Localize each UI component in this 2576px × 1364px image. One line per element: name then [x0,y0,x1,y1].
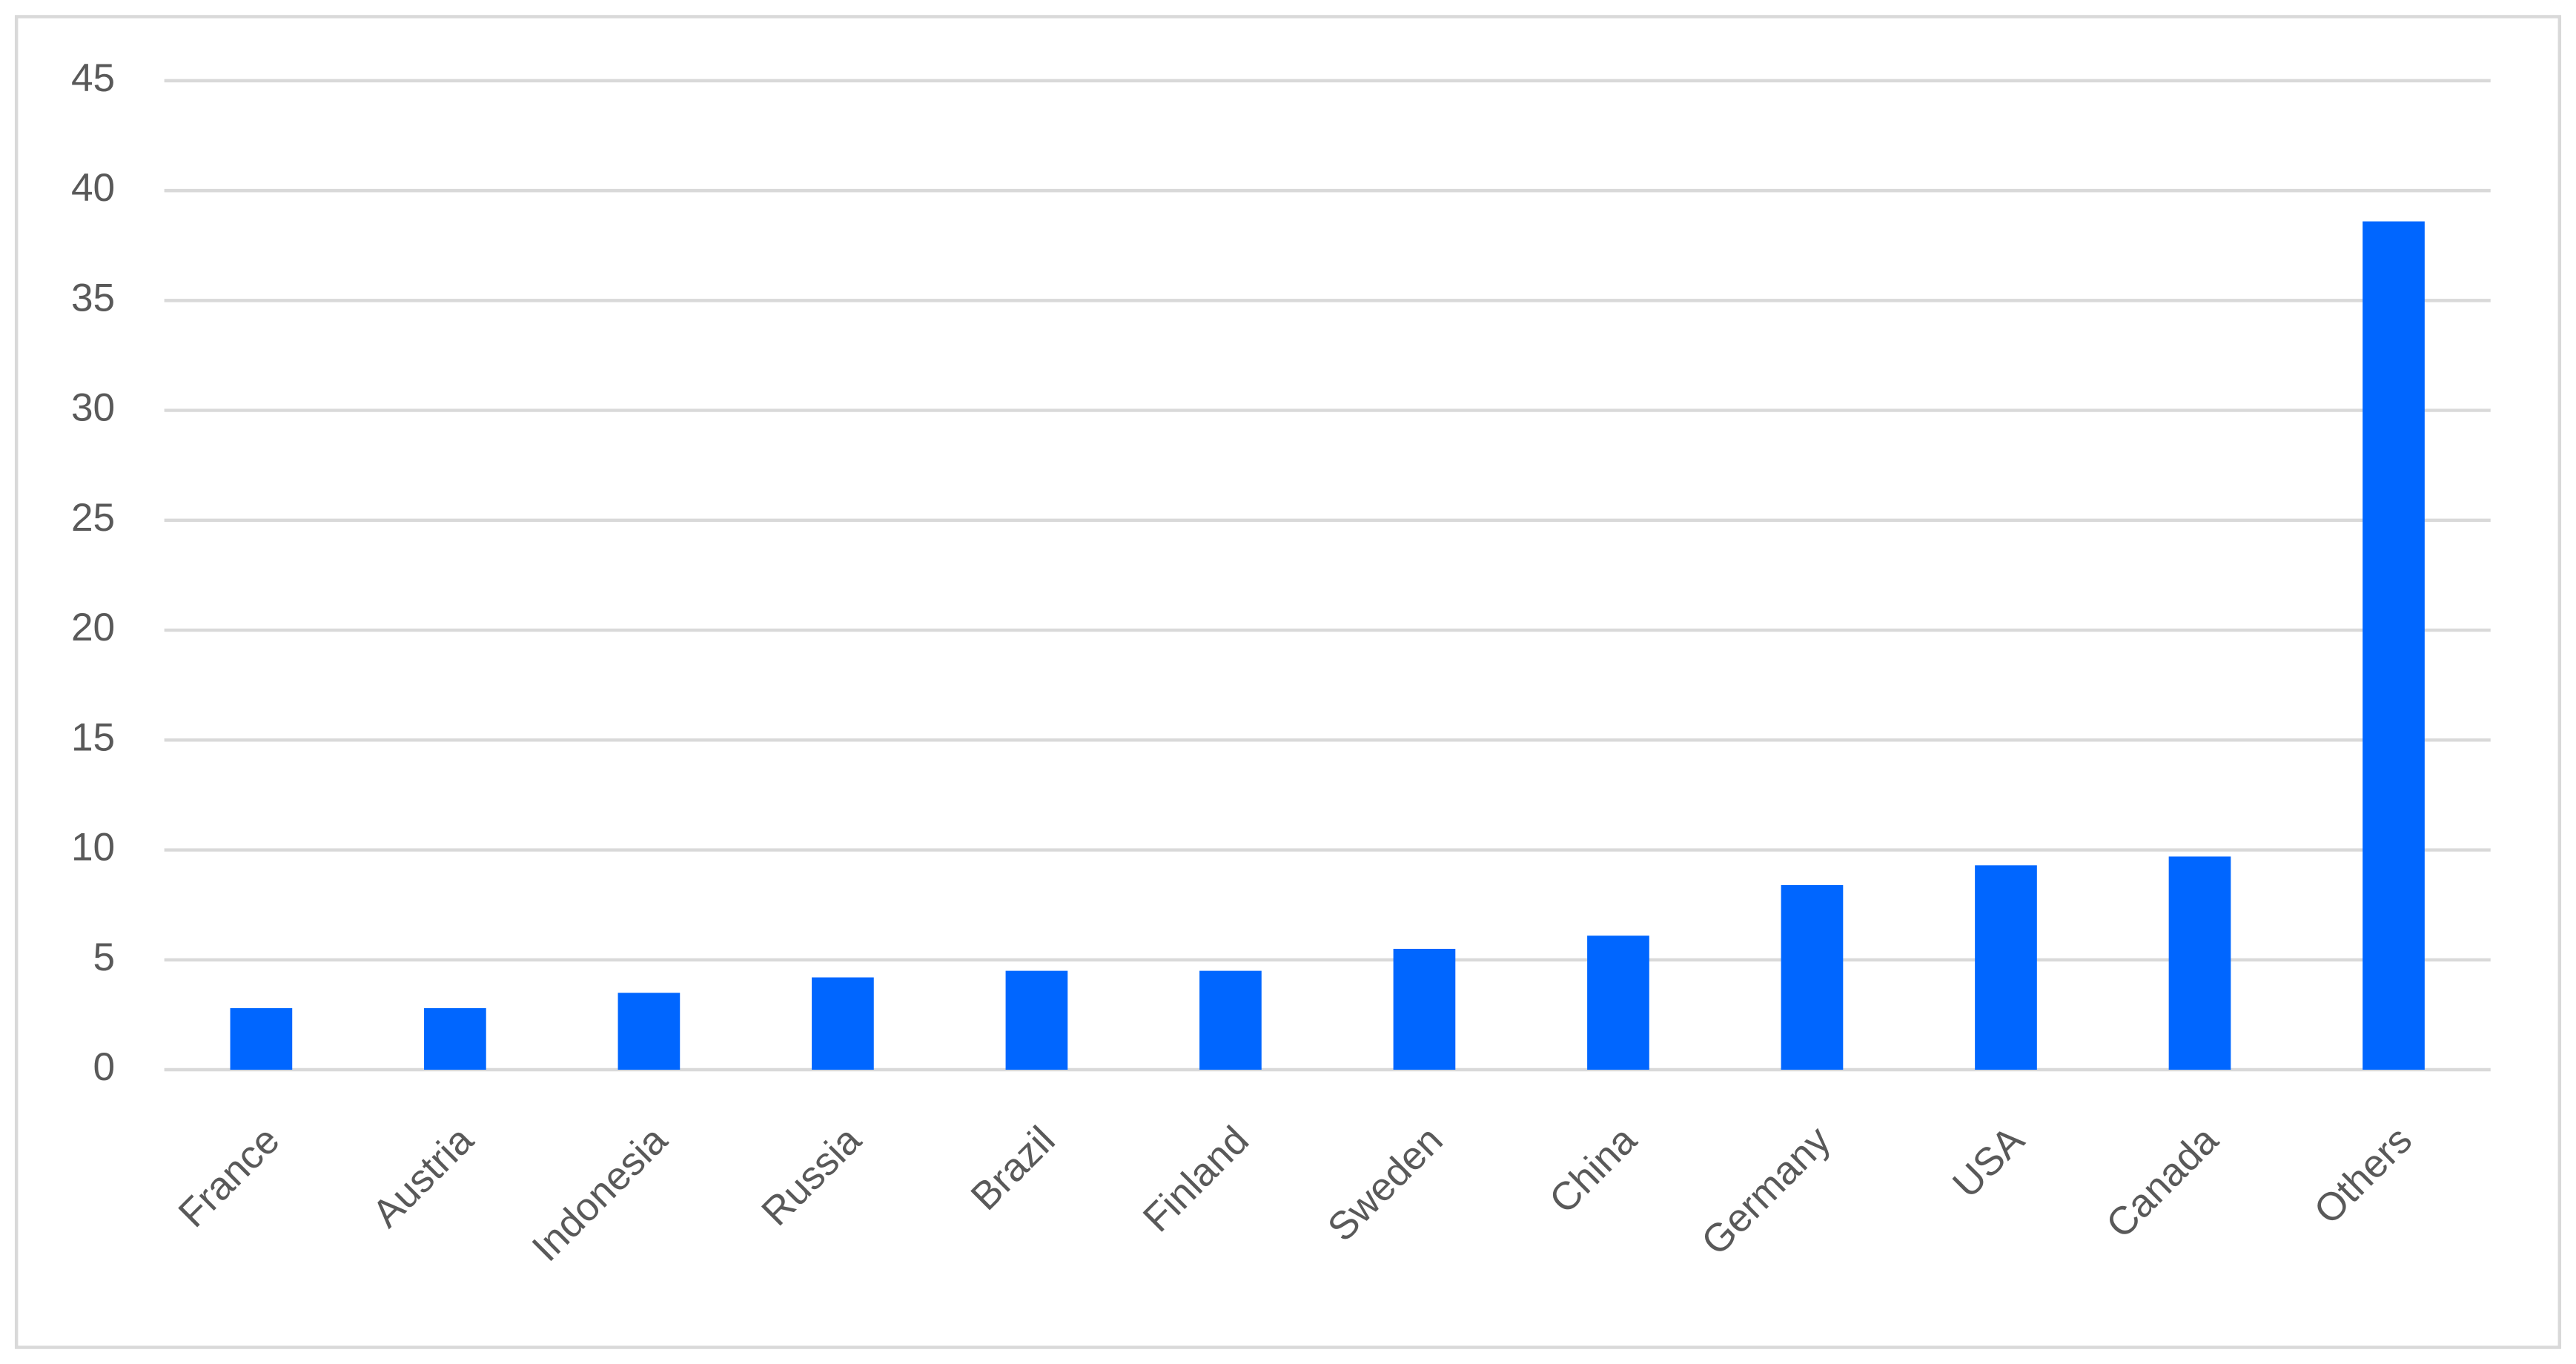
bar [2363,221,2425,1070]
y-tick-label: 25 [71,496,115,540]
chart-frame [14,15,2562,1349]
y-tick-label: 20 [71,606,115,649]
bar [1393,948,1456,1070]
bar [1587,936,1649,1070]
bar [1975,865,2037,1070]
y-tick-label: 40 [71,166,115,210]
bar [1199,970,1262,1070]
y-tick-label: 45 [71,56,115,100]
bar [424,1008,486,1070]
y-tick-label: 10 [71,826,115,870]
bar [617,993,681,1070]
bar [812,977,874,1070]
y-tick-label: 30 [71,386,115,430]
y-tick-label: 0 [93,1045,116,1089]
bar [1781,884,1844,1070]
bar [1005,970,1068,1070]
y-tick-label: 15 [71,715,115,759]
bar [230,1008,293,1070]
y-tick-label: 35 [71,276,115,320]
y-tick-label: 5 [93,936,116,979]
bar [2168,856,2231,1070]
